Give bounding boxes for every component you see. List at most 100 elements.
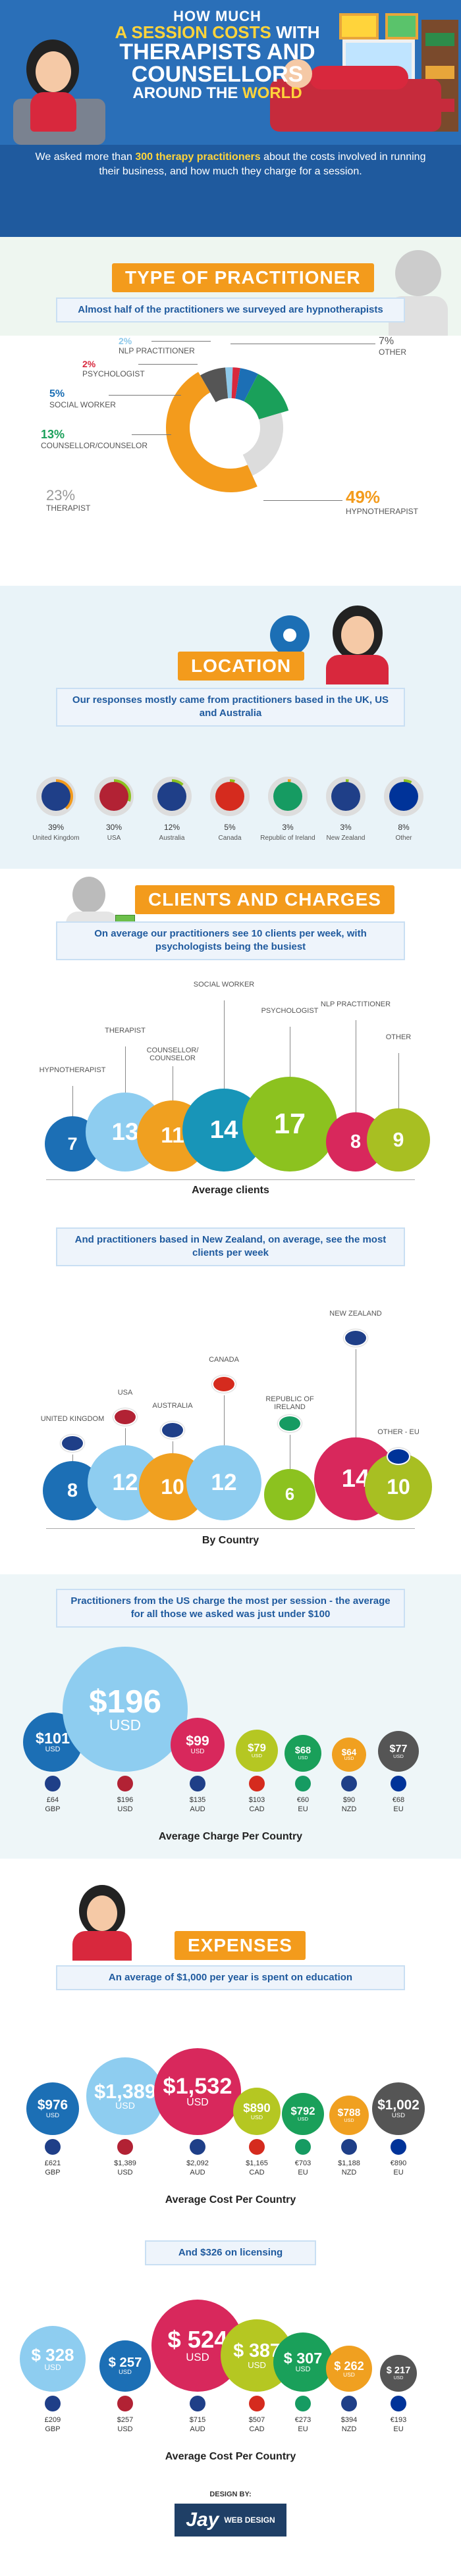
flag-icon <box>344 1329 367 1347</box>
design-by-label: DESIGN BY: <box>209 2490 252 2498</box>
amount-value: $ 262 <box>334 2359 364 2373</box>
amount-value: $64 <box>341 1747 357 1757</box>
label-nlp: NLP PRACTITIONER <box>119 346 195 355</box>
amount-value: $890 <box>243 2101 271 2115</box>
country-ring-canada <box>210 777 250 816</box>
flag-icon <box>215 782 244 811</box>
therapist-body-illustration <box>30 92 76 132</box>
amount-value: $792 <box>290 2104 315 2117</box>
label-stem <box>72 1455 73 1461</box>
bubble-label: OTHER <box>385 1033 412 1041</box>
local-currency-label: €703 EU <box>294 2159 312 2177</box>
local-currency-label: $394 NZD <box>340 2416 358 2434</box>
amount-value: $ 307 <box>283 2349 323 2367</box>
bubble-label: THERAPIST <box>105 1027 146 1035</box>
country-subtitle: And practitioners based in New Zealand, … <box>56 1227 405 1266</box>
flag-icon <box>249 1776 265 1791</box>
amount-bubble: $ 307 USD <box>273 2332 333 2392</box>
local-currency-label: $196 USD <box>117 1796 134 1814</box>
brand-sub-text: WEB DESIGN <box>224 2515 275 2525</box>
donut-slice-therapist <box>242 413 283 476</box>
pct-therapist: 23% <box>46 487 76 503</box>
country-ring-republic-of-ireland <box>268 777 308 816</box>
flag-icon <box>295 2396 311 2411</box>
donut-slice-other <box>200 367 229 403</box>
bubble-label: OTHER - EU <box>377 1428 420 1436</box>
amount-unit: USD <box>391 2111 406 2119</box>
woman-face-illustration <box>341 616 374 654</box>
country-pct: 5% <box>224 823 236 832</box>
title-line-4: AROUND THE WORLD <box>132 84 302 102</box>
brand-logo-text: Jay <box>186 2509 219 2531</box>
leader-line-nlp <box>151 341 211 342</box>
page-title: HOW MUCH A SESSION COSTS WITH THERAPISTS… <box>99 9 336 101</box>
row-axis-line <box>26 2147 435 2148</box>
country-name: Other <box>395 835 412 842</box>
amount-unit: USD <box>393 1753 404 1760</box>
flag-icon <box>157 782 186 811</box>
donut-hole <box>204 401 257 454</box>
leader-line-psychologist <box>138 364 198 365</box>
design-logo: Jay WEB DESIGN <box>175 2504 286 2537</box>
clients-banner: CLIENTS AND CHARGES <box>135 885 394 914</box>
flag-icon <box>389 782 418 811</box>
country-ring-united-kingdom <box>36 777 76 816</box>
local-currency-label: $1,165 CAD <box>246 2159 268 2177</box>
pct-psychologist: 2% <box>82 359 96 369</box>
title-line-3: THERAPISTS AND COUNSELLORS <box>119 39 315 87</box>
country-chart-title: By Country <box>202 1535 259 1546</box>
licensing-title: Average Cost Per Country <box>165 2451 296 2462</box>
donut-slice-counsellor-counselor <box>244 374 289 420</box>
local-currency-label: €193 EU <box>390 2416 407 2434</box>
old-man-illustration <box>395 250 441 296</box>
amount-value: $1,002 <box>377 2097 420 2113</box>
amount-unit: USD <box>251 1753 263 1759</box>
amount-unit: USD <box>186 2350 209 2363</box>
amount-bubble: $1,002 USD <box>372 2082 425 2135</box>
label-stem <box>72 1086 73 1116</box>
amount-unit: USD <box>44 2363 61 2372</box>
amount-bubble: $77 USD <box>378 1731 419 1772</box>
flag-icon <box>41 782 70 811</box>
bubble-label: SOCIAL WORKER <box>193 981 255 989</box>
donut-slice-social-worker <box>235 368 258 401</box>
bubble-label: USA <box>117 1389 133 1397</box>
bubble-label: UNITED KINGDOM <box>40 1415 105 1423</box>
amount-bubble: $1,389 USD <box>86 2057 164 2135</box>
practitioner-section: TYPE OF PRACTITIONER Almost half of the … <box>0 237 461 586</box>
amount-bubble: $792 USD <box>282 2093 324 2135</box>
title-line-2: A SESSION COSTS WITH <box>115 22 320 42</box>
country-pct: 30% <box>105 823 122 832</box>
bubble-psychologist: 17 <box>242 1077 337 1172</box>
amount-unit: USD <box>297 2116 309 2123</box>
flag-icon <box>387 1448 410 1465</box>
patient-body-illustration <box>310 66 408 90</box>
local-currency-label: £209 GBP <box>44 2416 61 2434</box>
leader-line-counsellor <box>132 434 171 435</box>
amount-value: $788 <box>337 2107 361 2119</box>
country-name: Canada <box>218 835 242 842</box>
flag-icon <box>45 2396 61 2411</box>
flag-icon <box>117 2396 133 2411</box>
label-hypnotherapist: HYPNOTHERAPIST <box>346 507 419 516</box>
flag-icon <box>117 2139 133 2155</box>
label-stem <box>125 1428 126 1445</box>
local-currency-label: $1,389 USD <box>114 2159 136 2177</box>
flag-icon <box>61 1435 84 1452</box>
location-banner: LOCATION <box>178 652 305 681</box>
leader-line-social-worker <box>109 395 181 396</box>
hero-header: HOW MUCH A SESSION COSTS WITH THERAPISTS… <box>0 0 461 237</box>
amount-unit: USD <box>119 2369 132 2376</box>
pct-hypnotherapist: 49% <box>346 487 381 507</box>
country-name: Australia <box>159 835 185 842</box>
donut-slice-nlp-practitioner <box>225 367 233 399</box>
pct-nlp: 2% <box>119 336 132 346</box>
title-line-1: HOW MUCH <box>173 8 261 24</box>
intro-text: We asked more than 300 therapy practitio… <box>35 151 426 178</box>
amount-unit: USD <box>344 2117 354 2124</box>
amount-bubble: $1,532 USD <box>154 2048 241 2135</box>
flag-icon <box>45 2139 61 2155</box>
country-name: USA <box>107 835 121 842</box>
amount-bubble: $ 262 USD <box>326 2346 372 2392</box>
country-pct: 3% <box>340 823 352 832</box>
